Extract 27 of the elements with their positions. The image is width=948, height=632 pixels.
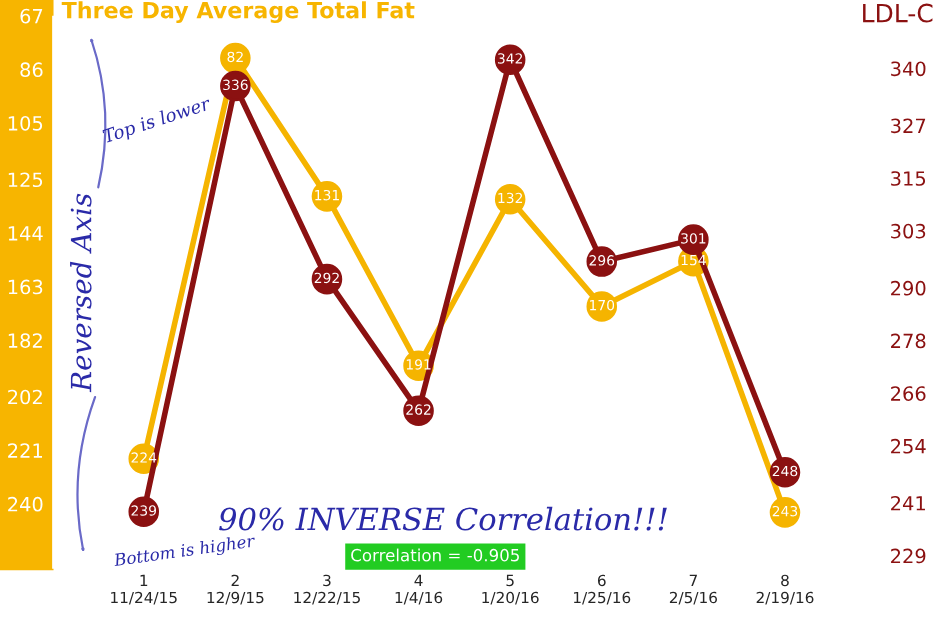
annotation: 90% INVERSE Correlation!!! xyxy=(219,506,667,531)
y-tick-label: 144 xyxy=(8,226,43,241)
annotation: Bottom is higher xyxy=(113,533,257,570)
y2-axis-title: LDL-C xyxy=(863,3,933,23)
y-tick-label: 221 xyxy=(8,443,43,458)
y-tick-label: 182 xyxy=(8,333,42,348)
y2-tick-label: 241 xyxy=(891,495,925,511)
y-tick-label: 163 xyxy=(8,279,43,295)
chart-title: Three Day Average Total Fat xyxy=(61,1,415,23)
y2-tick-label: 340 xyxy=(891,61,926,77)
y2-tick-label: 229 xyxy=(891,548,926,564)
annotation: Reversed Axis xyxy=(70,193,92,393)
y-tick-label: 86 xyxy=(20,62,43,78)
annotation: Correlation = -0.905 xyxy=(351,548,519,562)
y2-tick-label: 266 xyxy=(891,386,926,401)
y2-tick-label: 278 xyxy=(891,333,926,349)
y2-tick-label: 327 xyxy=(891,118,926,134)
y2-tick-label: 315 xyxy=(891,171,926,186)
y2-tick-label: 254 xyxy=(891,438,926,454)
y-tick-label: 105 xyxy=(8,115,43,131)
y-tick-label: 67 xyxy=(20,8,43,24)
y2-tick-label: 303 xyxy=(891,223,926,239)
annotation: Top is lower xyxy=(101,95,213,147)
y-tick-label: 125 xyxy=(8,172,43,188)
y-tick-label: 202 xyxy=(8,389,42,405)
y-tick-label: 240 xyxy=(8,496,43,512)
y2-tick-label: 290 xyxy=(891,280,926,296)
